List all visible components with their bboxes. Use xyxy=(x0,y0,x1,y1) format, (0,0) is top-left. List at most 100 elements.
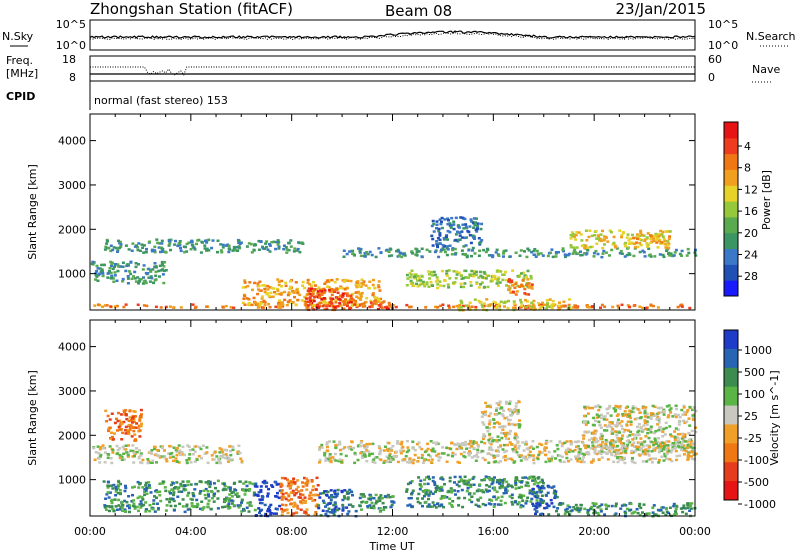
heatmap-cell xyxy=(251,482,255,486)
heatmap-cell xyxy=(419,479,423,482)
heatmap-cell xyxy=(645,412,649,415)
heatmap-cell xyxy=(545,502,549,505)
heatmap-cell xyxy=(356,458,360,462)
heatmap-cell xyxy=(373,299,377,302)
heatmap-cell xyxy=(406,446,410,449)
heatmap-cell xyxy=(261,284,265,287)
heatmap-cell xyxy=(242,297,246,300)
heatmap-cell xyxy=(594,432,597,435)
heatmap-cell xyxy=(104,508,108,511)
heatmap-cell xyxy=(320,290,324,293)
heatmap-cell xyxy=(436,278,440,282)
heatmap-cell xyxy=(339,294,343,297)
heatmap-cell xyxy=(485,484,489,487)
heatmap-cell xyxy=(629,502,633,506)
heatmap-cell xyxy=(142,264,146,267)
heatmap-cell xyxy=(533,248,537,251)
heatmap-cell xyxy=(682,504,686,507)
heatmap-cell xyxy=(543,449,547,452)
colorbar-tick-label: 12 xyxy=(744,183,758,196)
heatmap-cell xyxy=(326,510,329,513)
heatmap-cell xyxy=(276,491,279,495)
heatmap-cell xyxy=(103,304,107,307)
heatmap-cell xyxy=(339,285,343,288)
colorbar-swatch xyxy=(724,280,738,297)
heatmap-cell xyxy=(513,306,517,310)
heatmap-cell xyxy=(264,512,268,516)
heatmap-cell xyxy=(192,246,196,249)
heatmap-cell xyxy=(602,249,606,253)
heatmap-cell xyxy=(276,303,280,307)
heatmap-cell xyxy=(450,505,454,508)
heatmap-cell xyxy=(456,460,460,464)
heatmap-cell xyxy=(667,254,671,257)
heatmap-cell xyxy=(478,241,482,245)
heatmap-cell xyxy=(443,483,446,486)
heatmap-cell xyxy=(257,284,261,288)
heatmap-cell xyxy=(190,504,194,508)
heatmap-cell xyxy=(644,448,648,451)
heatmap-cell xyxy=(154,452,158,456)
heatmap-cell xyxy=(445,496,449,499)
heatmap-cell xyxy=(236,450,240,454)
heatmap-cell xyxy=(689,439,693,443)
heatmap-cell xyxy=(539,485,543,489)
heatmap-cell xyxy=(461,252,465,256)
heatmap-cell xyxy=(247,298,251,301)
heatmap-cell xyxy=(583,405,587,409)
heatmap-cell xyxy=(674,404,678,407)
heatmap-cell xyxy=(144,510,148,513)
heatmap-cell xyxy=(476,225,480,228)
heatmap-cell xyxy=(287,248,291,252)
heatmap-cell xyxy=(374,502,378,505)
heatmap-cell xyxy=(177,451,181,454)
heatmap-cell xyxy=(418,487,422,491)
heatmap-cell xyxy=(437,459,441,462)
heatmap-cell xyxy=(144,508,148,511)
heatmap-cell xyxy=(383,495,387,498)
heatmap-cell xyxy=(576,455,580,459)
heatmap-cell xyxy=(337,296,341,299)
heatmap-cell xyxy=(521,476,525,479)
heatmap-cell xyxy=(421,497,424,500)
heatmap-cell xyxy=(118,489,122,492)
heatmap-cell xyxy=(129,449,133,453)
heatmap-cell xyxy=(598,405,602,409)
heatmap-cell xyxy=(358,496,362,500)
heatmap-cell xyxy=(325,441,329,444)
heatmap-cell xyxy=(218,451,222,454)
heatmap-cell xyxy=(147,276,151,279)
heatmap-cell xyxy=(117,480,121,484)
heatmap-cell xyxy=(453,247,457,251)
heatmap-cell xyxy=(144,481,148,485)
heatmap-cell xyxy=(463,482,467,486)
heatmap-cell xyxy=(600,255,604,259)
heatmap-cell xyxy=(116,250,119,253)
heatmap-cell xyxy=(275,508,279,511)
heatmap-cell xyxy=(532,475,536,479)
heatmap-cell xyxy=(110,412,114,415)
heatmap-cell xyxy=(499,300,503,303)
heatmap-cell xyxy=(175,447,179,450)
heatmap-cell xyxy=(459,299,463,303)
heatmap-cell xyxy=(330,299,333,302)
heatmap-cell xyxy=(689,507,693,510)
heatmap-cell xyxy=(545,506,549,510)
heatmap-cell xyxy=(309,497,313,500)
heatmap-cell xyxy=(448,222,452,225)
heatmap-cell xyxy=(694,430,698,434)
heatmap-cell xyxy=(125,500,129,504)
beam-label: Beam 08 xyxy=(385,2,452,20)
heatmap-cell xyxy=(458,445,462,448)
heatmap-cell xyxy=(484,413,487,417)
heatmap-cell xyxy=(530,490,534,493)
heatmap-cell xyxy=(506,443,510,447)
heatmap-cell xyxy=(602,235,606,238)
heatmap-cell xyxy=(685,446,689,449)
heatmap-cell xyxy=(559,503,563,506)
heatmap-cell xyxy=(503,431,507,435)
heatmap-cell xyxy=(688,405,692,409)
heatmap-cell xyxy=(439,250,443,253)
heatmap-cell xyxy=(162,265,166,268)
